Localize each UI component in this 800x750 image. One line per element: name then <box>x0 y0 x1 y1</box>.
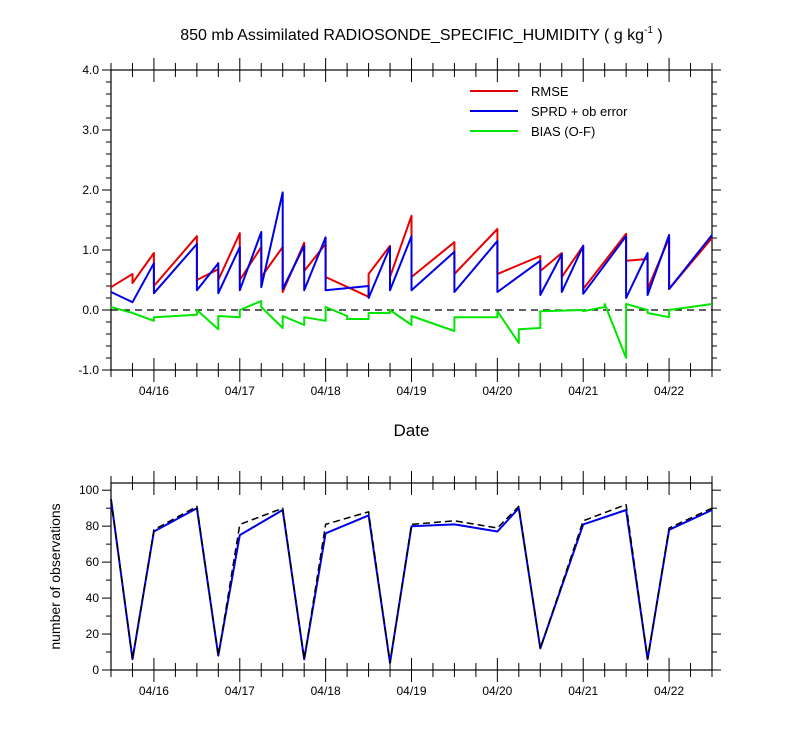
humidity-panel: -1.0 0.0 1.0 2.0 3.0 4.0 04/16 04/17 04/18 04/19 0… <box>78 25 721 440</box>
x-tick-label: 04/17 <box>225 384 255 398</box>
series-line-1 <box>110 499 713 664</box>
x-tick-label: 04/16 <box>139 684 169 698</box>
x-tick-label: 04/19 <box>396 684 426 698</box>
x-tick-label: 04/18 <box>311 684 341 698</box>
observations-panel: 0 20 40 60 80 100 04/16 04/17 04/18 04/19 04/20 04/… <box>47 471 721 698</box>
series-line-0 <box>110 214 713 298</box>
y-tick-label: 4.0 <box>82 63 99 77</box>
y-tick-label: 20 <box>86 627 100 641</box>
x-tick-label: 04/16 <box>139 384 169 398</box>
y-tick-label: 3.0 <box>82 123 99 137</box>
x-tick-label: 04/18 <box>311 384 341 398</box>
series-line-0 <box>110 499 713 664</box>
y-tick-label: -1.0 <box>78 363 99 377</box>
y-tick-label: 80 <box>86 519 100 533</box>
legend-label: RMSE <box>531 84 569 99</box>
x-tick-label: 04/21 <box>568 684 598 698</box>
x-tick-label: 04/20 <box>482 384 512 398</box>
x-tick-label: 04/17 <box>225 684 255 698</box>
x-axis-label: Date <box>394 421 430 440</box>
x-tick-label: 04/21 <box>568 384 598 398</box>
y-tick-label: 40 <box>86 591 100 605</box>
x-tick-label: 04/20 <box>482 684 512 698</box>
x-tick-label: 04/19 <box>396 384 426 398</box>
y-tick-label: 0 <box>92 663 99 677</box>
y-tick-label: 60 <box>86 555 100 569</box>
legend-label: BIAS (O-F) <box>531 124 595 139</box>
y-tick-label: 100 <box>79 483 99 497</box>
y-axis-label: number of observations <box>47 503 63 649</box>
legend-label: SPRD + ob error <box>531 104 628 119</box>
series-line-2 <box>110 300 713 359</box>
y-tick-label: 2.0 <box>82 183 99 197</box>
y-tick-label: 1.0 <box>82 243 99 257</box>
series-line-1 <box>110 191 713 304</box>
y-tick-label: 0.0 <box>82 303 99 317</box>
x-tick-label: 04/22 <box>654 684 684 698</box>
x-tick-label: 04/22 <box>654 384 684 398</box>
chart-title: 850 mb Assimilated RADIOSONDE_SPECIFIC_H… <box>180 25 663 44</box>
